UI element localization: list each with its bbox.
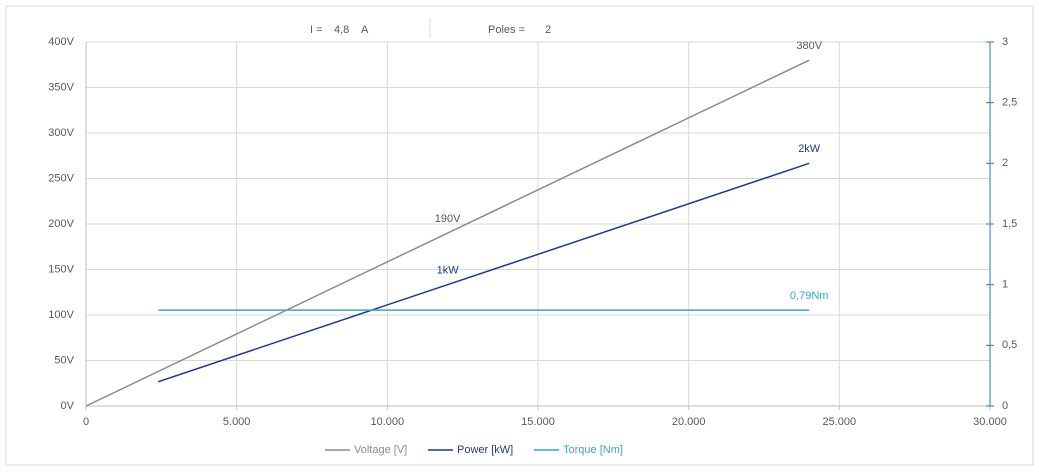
x-tick-label: 0: [83, 416, 89, 428]
y-tick-label: 300V: [48, 127, 74, 139]
chart-border: [5, 5, 1034, 466]
legend-label: Voltage [V]: [354, 444, 407, 456]
x-tick-label: 15.000: [521, 416, 555, 428]
info-value: 4,8: [334, 24, 349, 36]
y-tick-label: 350V: [48, 81, 74, 93]
x-tick-label: 5.000: [223, 416, 251, 428]
info-label: I =: [310, 24, 323, 36]
y-tick-label: 50V: [54, 354, 74, 366]
x-tick-label: 30.000: [973, 416, 1007, 428]
y2-tick-label: 0: [1002, 400, 1008, 412]
data-label: 2kW: [798, 143, 821, 155]
data-label: 1kW: [437, 265, 460, 277]
info-label: Poles =: [488, 24, 525, 36]
y2-tick-label: 2,5: [1002, 97, 1017, 109]
y2-tick-label: 1,5: [1002, 218, 1017, 230]
y-tick-label: 400V: [48, 36, 74, 48]
info-value: 2: [545, 24, 551, 36]
legend-label: Torque [Nm]: [563, 444, 623, 456]
data-label: 380V: [796, 40, 822, 52]
y-tick-label: 0V: [61, 400, 75, 412]
y-tick-label: 200V: [48, 218, 74, 230]
data-label: 0,79Nm: [790, 290, 829, 302]
series-line: [158, 162, 810, 383]
legend-label: Power [kW]: [457, 444, 513, 456]
y2-tick-label: 0,5: [1002, 339, 1017, 351]
data-label: 190V: [435, 213, 461, 225]
x-tick-label: 10.000: [371, 416, 405, 428]
y2-tick-label: 3: [1002, 36, 1008, 48]
y2-tick-label: 2: [1002, 157, 1008, 169]
y-tick-label: 250V: [48, 172, 74, 184]
y-tick-label: 100V: [48, 309, 74, 321]
x-tick-label: 25.000: [823, 416, 857, 428]
info-unit: A: [361, 24, 369, 36]
y-tick-label: 150V: [48, 263, 74, 275]
x-tick-label: 20.000: [672, 416, 706, 428]
y2-tick-label: 1: [1002, 279, 1008, 291]
series-line: [85, 59, 810, 407]
